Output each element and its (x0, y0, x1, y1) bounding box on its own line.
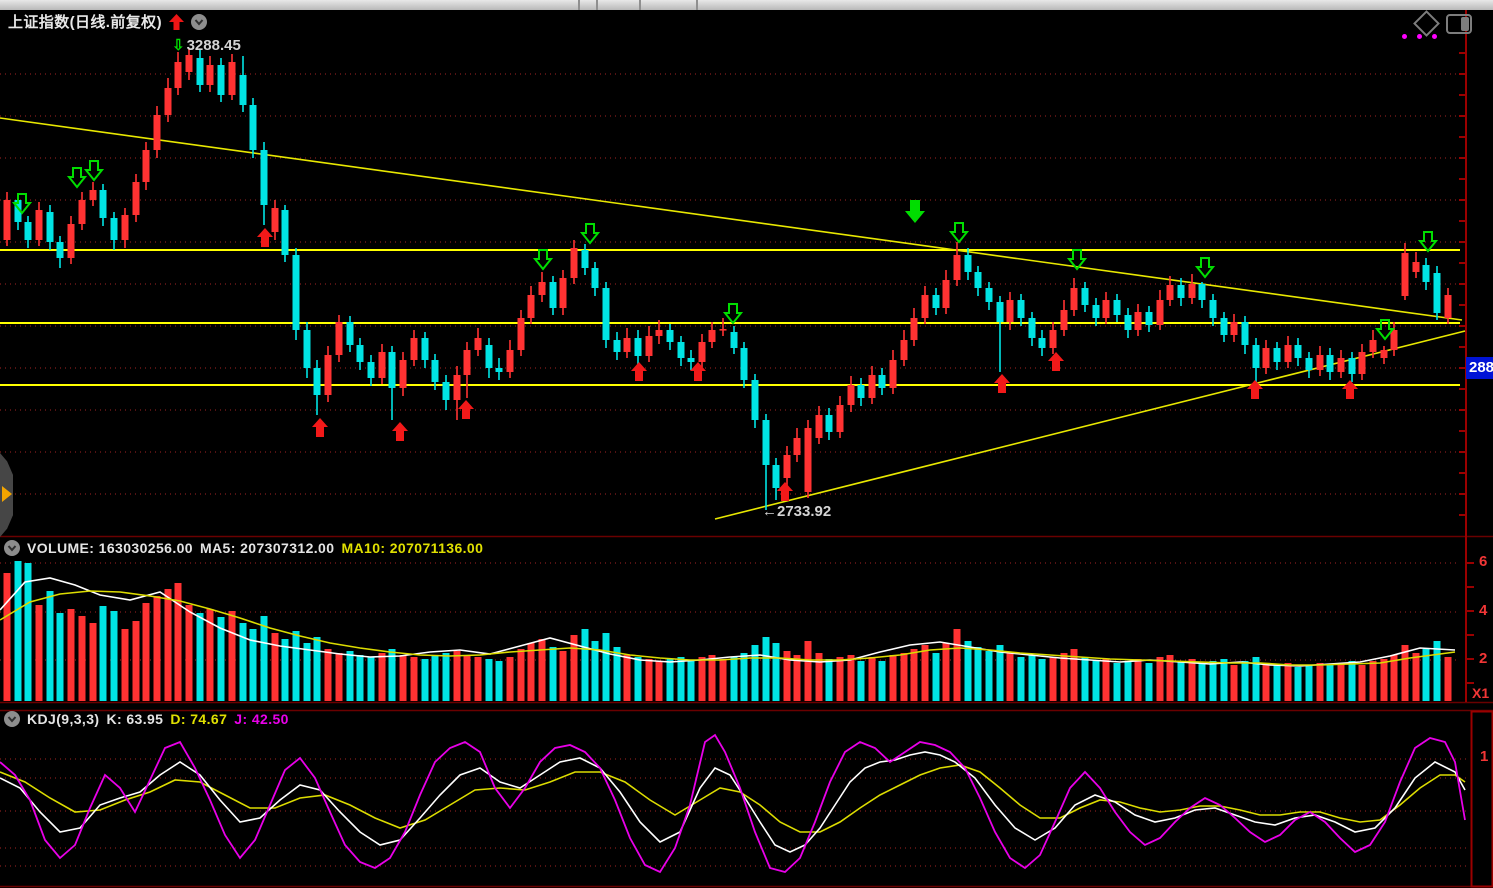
expand-right-arrow-icon (2, 486, 12, 502)
peak-price-label: ⇩ 3288.45 (172, 37, 241, 54)
peak-price-value: 3288.45 (186, 37, 241, 54)
kdj-j-value: J: 42.50 (234, 711, 289, 727)
volume-panel-header: VOLUME: 163030256.00 MA5: 207307312.00 M… (4, 540, 483, 556)
price-up-arrow-icon (168, 13, 184, 30)
panel-layout-fill (1461, 17, 1469, 31)
kdj-panel-header: KDJ(9,3,3) K: 63.95 D: 74.67 J: 42.50 (4, 711, 289, 727)
volume-axis-label-2: 2 (1479, 650, 1488, 667)
collapse-kdj-panel-button[interactable] (4, 711, 20, 727)
sidebar-expander-handle[interactable] (0, 453, 13, 537)
latest-price-tag: 288 (1466, 357, 1493, 379)
kdj-axis-label: 1 (1480, 748, 1489, 765)
collapse-main-panel-button[interactable] (190, 13, 207, 30)
strip-divider (639, 0, 641, 10)
volume-scale-label: X1 (1472, 685, 1490, 701)
instrument-title: 上证指数(日线.前复权) (8, 14, 162, 31)
sell-signal-arrow-icon: ⇩ (172, 37, 185, 54)
kdj-d-value: D: 74.67 (170, 711, 228, 727)
trough-price-label: ←2733.92 (762, 503, 832, 520)
chevron-down-icon (7, 716, 17, 723)
strip-divider (696, 0, 698, 10)
main-chart-header: 上证指数(日线.前复权) (8, 11, 207, 32)
collapse-volume-panel-button[interactable] (4, 540, 20, 556)
magenta-dots-indicator (1402, 34, 1437, 39)
kdj-title: KDJ(9,3,3) (27, 711, 100, 727)
volume-ma5-value: MA5: 207307312.00 (199, 540, 335, 556)
strip-divider (578, 0, 580, 10)
volume-axis-label-4: 4 (1479, 602, 1488, 619)
top-window-strip (0, 0, 1493, 10)
chevron-down-icon (7, 545, 17, 552)
panel-layout-icon[interactable] (1446, 14, 1472, 34)
kdj-k-value: K: 63.95 (106, 711, 164, 727)
strip-divider (596, 0, 598, 10)
volume-value: VOLUME: 163030256.00 (27, 540, 193, 556)
chevron-down-icon (194, 18, 204, 26)
volume-ma10-value: MA10: 207071136.00 (341, 540, 484, 556)
volume-axis-label-6: 6 (1479, 553, 1488, 570)
